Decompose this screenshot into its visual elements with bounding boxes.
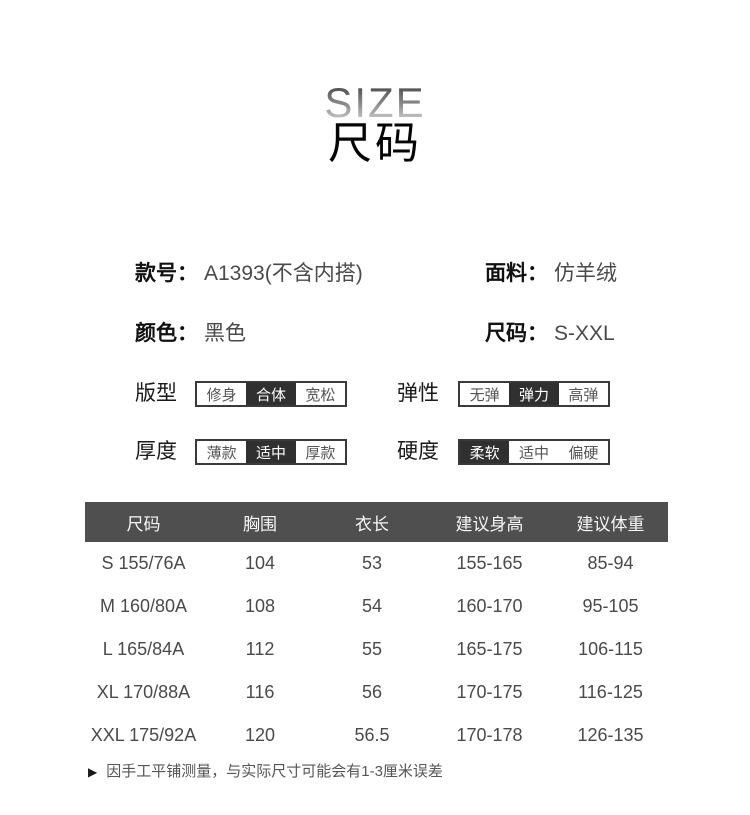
table-row-s: S 155/76A 104 53 155-165 85-94 — [85, 542, 668, 585]
cell: 112 — [202, 628, 318, 671]
info-value-color: 黑色 — [204, 322, 246, 345]
cell: M 160/80A — [85, 585, 202, 628]
measurement-disclaimer: ▶ 因手工平铺测量，与实际尺寸可能会有1-3厘米误差 — [88, 762, 443, 782]
cell: 116 — [202, 671, 318, 714]
cell: XL 170/88A — [85, 671, 202, 714]
attr-label-thickness: 厚度 — [135, 440, 177, 463]
cell: 54 — [318, 585, 426, 628]
table-row-m: M 160/80A 108 54 160-170 95-105 — [85, 585, 668, 628]
info-label-color: 颜色： — [135, 322, 198, 345]
cell: XXL 175/92A — [85, 714, 202, 757]
attr-option-fit-2: 宽松 — [305, 386, 336, 404]
size-table-header-row: 尺码 胸围 衣长 建议身高 建议体重 — [85, 502, 668, 542]
header-weight: 建议体重 — [553, 502, 668, 542]
attr-option-hardness-1: 适中 — [518, 444, 549, 462]
attr-option-hardness-2: 偏硬 — [568, 444, 599, 462]
info-value-model: A1393(不含内搭) — [204, 262, 363, 285]
cell: 165-175 — [426, 628, 553, 671]
attr-box-fit: 修身 合体 宽松 — [195, 381, 347, 407]
attr-option-thickness-0: 薄款 — [206, 444, 237, 462]
attr-label-hardness: 硬度 — [397, 440, 439, 463]
attr-label-elasticity: 弹性 — [397, 382, 439, 405]
triangle-bullet-icon: ▶ — [88, 765, 98, 779]
attr-box-thickness: 薄款 适中 厚款 — [195, 439, 347, 465]
title-english: SIZE — [0, 82, 750, 124]
cell: 85-94 — [553, 542, 668, 585]
attr-option-hardness-0: 柔软 — [460, 441, 510, 463]
attr-option-fit-0: 修身 — [206, 386, 237, 404]
info-item-fabric: 面料： 仿羊绒 — [485, 263, 617, 285]
attr-box-hardness: 柔软 适中 偏硬 — [458, 439, 610, 465]
attr-option-thickness-2: 厚款 — [305, 444, 336, 462]
info-label-fabric: 面料： — [485, 262, 548, 285]
attr-option-thickness-1: 适中 — [246, 441, 296, 463]
cell: 53 — [318, 542, 426, 585]
cell: 104 — [202, 542, 318, 585]
attr-option-elasticity-0: 无弹 — [469, 386, 500, 404]
cell: L 165/84A — [85, 628, 202, 671]
table-row-xl: XL 170/88A 116 56 170-175 116-125 — [85, 671, 668, 714]
cell: 126-135 — [553, 714, 668, 757]
cell: 55 — [318, 628, 426, 671]
cell: 108 — [202, 585, 318, 628]
cell: 56 — [318, 671, 426, 714]
table-row-xxl: XXL 175/92A 120 56.5 170-178 126-135 — [85, 714, 668, 757]
table-row-l: L 165/84A 112 55 165-175 106-115 — [85, 628, 668, 671]
title-chinese: 尺码 — [328, 119, 422, 168]
info-item-model: 款号： A1393(不含内搭) — [135, 263, 363, 285]
info-label-size-range: 尺码： — [485, 322, 548, 345]
attr-option-fit-1: 合体 — [246, 383, 296, 405]
cell: 170-178 — [426, 714, 553, 757]
cell: 160-170 — [426, 585, 553, 628]
cell: 56.5 — [318, 714, 426, 757]
info-value-fabric: 仿羊绒 — [554, 262, 617, 285]
cell: 95-105 — [553, 585, 668, 628]
cell: 120 — [202, 714, 318, 757]
info-item-size-range: 尺码： S-XXL — [485, 323, 615, 345]
info-value-size-range: S-XXL — [554, 322, 615, 345]
attr-option-elasticity-2: 高弹 — [568, 386, 599, 404]
size-table: 尺码 胸围 衣长 建议身高 建议体重 S 155/76A 104 53 155-… — [85, 502, 668, 757]
cell: S 155/76A — [85, 542, 202, 585]
header-size: 尺码 — [85, 502, 202, 542]
attr-label-fit: 版型 — [135, 382, 177, 405]
header-bust: 胸围 — [202, 502, 318, 542]
info-item-color: 颜色： 黑色 — [135, 323, 246, 345]
disclaimer-text: 因手工平铺测量，与实际尺寸可能会有1-3厘米误差 — [106, 763, 443, 780]
header-height: 建议身高 — [426, 502, 553, 542]
header-length: 衣长 — [318, 502, 426, 542]
attr-box-elasticity: 无弹 弹力 高弹 — [458, 381, 610, 407]
attr-option-elasticity-1: 弹力 — [509, 383, 559, 405]
cell: 155-165 — [426, 542, 553, 585]
cell: 116-125 — [553, 671, 668, 714]
cell: 170-175 — [426, 671, 553, 714]
cell: 106-115 — [553, 628, 668, 671]
info-label-model: 款号： — [135, 262, 198, 285]
